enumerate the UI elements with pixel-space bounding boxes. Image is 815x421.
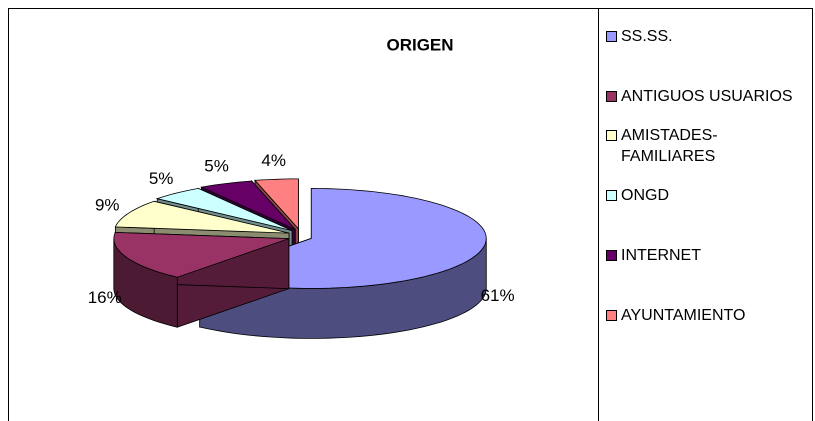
legend-entry: SS.SS.: [606, 26, 811, 47]
legend-swatch: [606, 91, 617, 102]
legend-swatch: [606, 130, 617, 141]
data-label: 5%: [149, 169, 174, 188]
legend-swatch: [606, 250, 617, 261]
legend-entry: AYUNTAMIENTO: [606, 305, 811, 326]
slice-top: [113, 231, 289, 278]
legend-swatch: [606, 31, 617, 42]
legend: SS.SS. ANTIGUOS USUARIOS AMISTADES-FAMILIA…: [606, 26, 811, 365]
legend-entry: ANTIGUOS USUARIOS: [606, 86, 811, 107]
data-label: 5%: [204, 157, 229, 176]
slice-top: [200, 180, 296, 230]
slice-top: [254, 178, 299, 230]
legend-swatch: [606, 190, 617, 201]
plot-frame: [8, 8, 599, 421]
legend-frame: [598, 8, 813, 421]
legend-entry: ONGD: [606, 185, 811, 206]
legend-label: ONGD: [621, 187, 669, 204]
data-label: 9%: [95, 196, 120, 215]
legend-swatch: [606, 310, 617, 321]
chart-title: ORIGEN: [386, 35, 453, 54]
legend-entry: AMISTADES-FAMILIARES: [606, 125, 811, 167]
slice-top: [114, 200, 290, 234]
legend-label: ANTIGUOS USUARIOS: [621, 88, 793, 105]
slice-top: [155, 187, 293, 231]
legend-label: AYUNTAMIENTO: [621, 307, 746, 324]
legend-label: AMISTADES-FAMILIARES: [621, 127, 718, 165]
data-label: 61%: [481, 286, 515, 305]
slice: [113, 231, 290, 328]
data-label: 4%: [261, 151, 286, 170]
legend-entry: INTERNET: [606, 245, 811, 266]
legend-label: SS.SS.: [621, 28, 673, 45]
data-label: 16%: [88, 288, 122, 307]
legend-label: INTERNET: [621, 247, 701, 264]
